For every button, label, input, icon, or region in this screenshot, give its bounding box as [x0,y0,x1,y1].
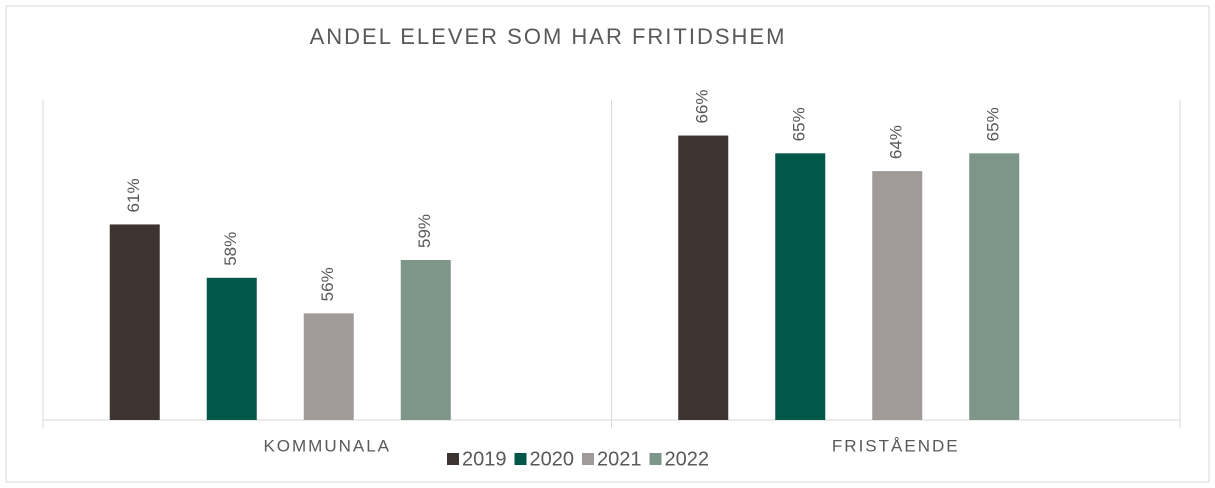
data-label: 65% [984,107,1003,141]
legend-swatch [447,453,459,465]
data-label: 65% [790,107,809,141]
chart-border [5,5,1210,483]
x-tick-label: FRISTÅENDE [832,436,960,455]
legend-swatch [582,453,594,465]
bar [400,260,451,420]
data-label: 66% [693,90,712,124]
legend-label: 2019 [462,448,507,470]
data-label: 59% [415,214,434,248]
legend-label: 2021 [597,448,642,470]
data-label: 58% [221,232,240,266]
data-label: 56% [318,267,337,301]
bar [109,224,160,420]
legend-swatch [514,453,527,465]
bar [206,277,257,420]
bar [303,313,354,420]
bar [969,153,1020,421]
legend-label: 2020 [530,448,575,470]
bar [678,135,729,421]
legend-swatch [649,453,662,465]
bar [775,153,826,421]
legend-label: 2022 [665,448,710,470]
data-label: 61% [124,178,143,212]
chart-title: ANDEL ELEVER SOM HAR FRITIDSHEM [310,24,787,49]
x-tick-label: KOMMUNALA [263,436,391,455]
bar [872,171,923,420]
data-label: 64% [887,125,906,159]
